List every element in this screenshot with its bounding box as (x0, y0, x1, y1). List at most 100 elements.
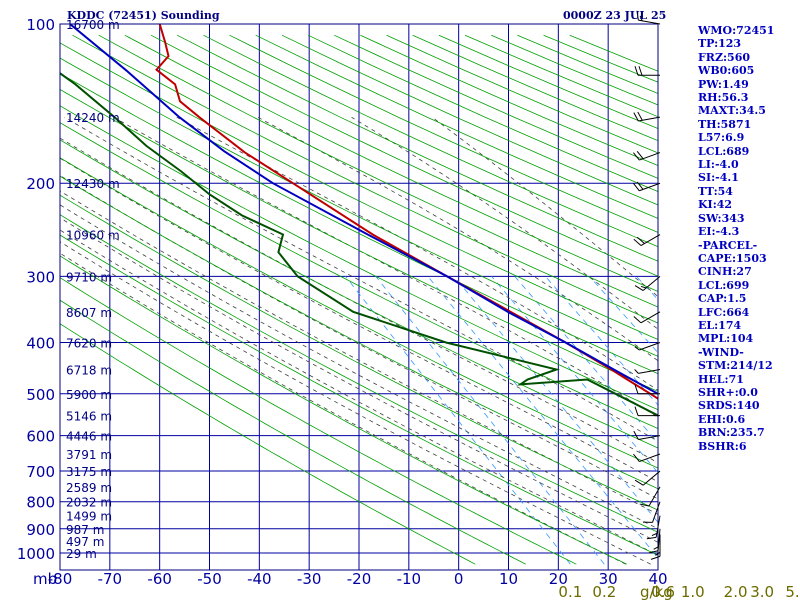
height-label: 8607 m (66, 306, 112, 320)
temperature-tick-label: 10 (499, 570, 518, 588)
pressure-grid (60, 23, 658, 570)
temperature-tick-label: 20 (549, 570, 568, 588)
dry-adiabat (60, 175, 658, 490)
mixing-ratio-label: 5.0 (785, 583, 800, 600)
dry-adiabat (60, 299, 526, 565)
moist-adiabat (60, 241, 651, 565)
dry-adiabat (150, 34, 658, 277)
height-label: 4446 m (66, 430, 112, 444)
index-item: KI:42 (698, 198, 733, 212)
index-item: PW:1.49 (698, 77, 749, 91)
mixing-ratio-label: 3.0 (750, 583, 774, 600)
index-item: TH:5871 (698, 117, 752, 131)
index-item: CINH:27 (698, 265, 752, 279)
height-label: 12430 m (66, 177, 120, 191)
index-item: MPL:104 (698, 332, 754, 346)
index-item: CAP:1.5 (698, 292, 747, 306)
dry-adiabat (177, 34, 658, 262)
wind-barb (634, 369, 661, 374)
height-label: 7620 m (66, 336, 112, 350)
height-label: 987 m (66, 523, 104, 537)
pressure-tick-label: 800 (26, 494, 55, 512)
index-item: SHR+:0.0 (698, 385, 758, 399)
index-item: EL:174 (698, 318, 742, 332)
index-item: TT:54 (698, 184, 733, 198)
wind-barb (634, 406, 660, 417)
temperature-axis-labels: -80 -70 -60 -50 -40 -30 -20 -10 0 10 20 30 40 mb (33, 570, 668, 588)
mixing-ratio-line (453, 276, 658, 523)
index-item: FRZ:560 (698, 50, 751, 64)
temperature-tick-label: 0 (454, 570, 464, 588)
dry-adiabat (60, 73, 658, 375)
wind-barb (646, 515, 661, 540)
dry-adiabats (60, 34, 658, 565)
index-item: L57:6.9 (698, 131, 745, 145)
height-label: 3791 m (66, 448, 112, 462)
moist-adiabat (60, 229, 658, 556)
temperature-tick-label: -20 (347, 570, 372, 588)
mixing-ratio-label: 0.2 (592, 583, 616, 600)
mixing-ratio-label: 2.0 (724, 583, 748, 600)
wind-barb (633, 150, 661, 161)
moist-adiabat (60, 190, 658, 515)
pressure-axis-labels: 100 200 300 400 500 600 700 800 900 1000 (17, 16, 55, 563)
index-item: SW:343 (698, 211, 745, 225)
dry-adiabat (60, 89, 658, 392)
mixing-ratio-labels: 0.10.20.61.02.03.05.010.020.040g/kg (558, 583, 800, 600)
moist-adiabats (60, 116, 658, 565)
index-panel: WMO:72451 TP:123 FRZ:560 WB0:605 PW:1.49… (698, 24, 774, 453)
height-label: 1499 m (66, 510, 112, 524)
temperature-tick-label: -60 (147, 570, 172, 588)
station-title: KDDC (72451) Sounding (67, 9, 220, 22)
height-label: 29 m (66, 547, 97, 561)
dry-adiabat (60, 277, 577, 565)
dewpoint-trace (60, 72, 658, 417)
height-label: 5146 m (66, 410, 112, 424)
dry-adiabat (72, 34, 658, 324)
dry-adiabat (60, 194, 658, 511)
moist-adiabat (60, 137, 658, 464)
index-item: LCL:689 (698, 144, 750, 158)
wind-barb (633, 430, 661, 440)
index-section-parcel: -PARCEL- (698, 238, 758, 252)
index-item: LFC:664 (698, 305, 750, 319)
pressure-unit-label: mb (33, 570, 57, 588)
dry-adiabat (60, 157, 658, 469)
dry-adiabat (60, 57, 658, 357)
mixing-ratio-unit: g/kg (640, 583, 673, 600)
index-item: WMO:72451 (698, 24, 775, 37)
index-section-wind: -WIND- (698, 345, 744, 359)
plot-frame (59, 23, 659, 571)
dry-adiabat (203, 34, 658, 248)
wind-barb (634, 470, 661, 486)
dry-adiabat (60, 255, 627, 565)
height-label: 5900 m (66, 388, 112, 402)
index-item: STM:214/12 (698, 359, 773, 373)
wind-barb (633, 234, 661, 246)
moist-adiabat (60, 157, 658, 483)
index-item: SRDS:140 (698, 399, 760, 413)
mixing-ratio-line (491, 276, 658, 474)
mixing-ratio-label: 1.0 (681, 583, 705, 600)
mixing-ratio-label: 0.6 (651, 583, 675, 600)
height-label: 6718 m (66, 364, 112, 378)
wind-barb (639, 486, 661, 507)
parcel-trace (69, 24, 658, 395)
dry-adiabat (60, 214, 658, 533)
height-label: 497 m (66, 535, 104, 549)
wind-barb (633, 181, 661, 192)
moist-adiabat (60, 204, 658, 530)
wind-barb (650, 534, 661, 560)
mixing-ratio-label: 0.1 (558, 583, 582, 600)
wind-barb (633, 111, 661, 122)
wind-barb (634, 384, 660, 395)
moist-adiabat (60, 252, 626, 565)
sounding-traces (60, 24, 658, 417)
pressure-tick-label: 100 (26, 16, 55, 34)
wind-barb (634, 342, 661, 351)
pressure-tick-label: 600 (26, 428, 55, 446)
wind-barb (634, 276, 661, 291)
pressure-tick-label: 300 (26, 268, 55, 286)
height-label: 2032 m (66, 496, 112, 510)
